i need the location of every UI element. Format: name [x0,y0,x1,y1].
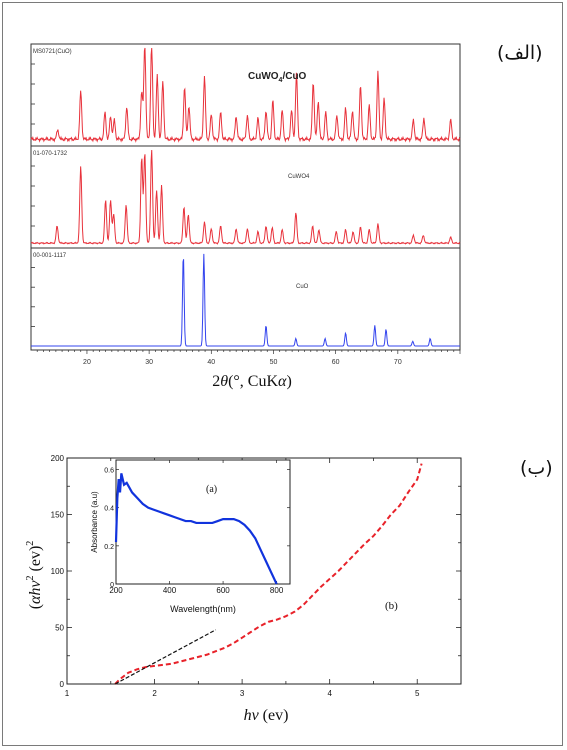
inset-x-tick-label: 600 [216,586,230,595]
tauc-x-tick-label: 1 [65,689,70,698]
absorbance-inset: 200 400 600 800 0 0.2 0.4 0.6 (a) Wavelength(nm… [90,459,291,614]
inset-absorbance-curve [114,473,278,585]
tauc-y-axis-title: (αhν2 (ev)2 [25,541,44,610]
xrd-annotation-1: CuWO4/CuO [248,71,307,84]
tauc-tangent-line [114,629,217,685]
xrd-x-tick-label: 20 [83,359,91,366]
xrd-x-tick-label: 40 [207,359,215,366]
inset-x-axis-title: Wavelength(nm) [170,604,236,614]
tauc-x-axis-title: hν (ev) [244,707,289,724]
xrd-x-tick-label: 70 [394,359,402,366]
xrd-chart: MS0721(CuO) CuWO4/CuO 01-070-1732 CuWO4 00-0… [30,43,461,390]
tauc-curve [114,463,423,685]
tauc-y-tick-label: 100 [51,567,65,576]
xrd-pattern-1: MS0721(CuO) CuWO4/CuO [30,47,461,143]
xrd-plot-area [30,43,461,351]
xrd-pattern-line-1 [30,47,461,143]
inset-x-tick-label: 200 [109,586,123,595]
inset-y-tick-label: 0.2 [104,544,114,551]
tauc-x-tick-label: 2 [152,689,157,698]
xrd-pattern-label-3: 00-001-1117 [33,253,67,259]
tauc-x-tick-label: 4 [327,689,332,698]
inset-y-tick-label: 0.4 [104,506,114,513]
inset-x-tick-label: 400 [163,586,177,595]
xrd-x-tick-label: 50 [270,359,278,366]
tauc-x-tick-label: 5 [415,689,420,698]
tauc-y-tick-label: 0 [60,680,65,689]
xrd-pattern-line-2 [30,149,461,245]
xrd-x-axis: 20 30 40 50 60 70 [36,350,461,366]
inset-y-tick-label: 0 [110,582,114,589]
xrd-pattern-label-2: 01-070-1732 [33,151,68,157]
xrd-x-tick-label: 30 [145,359,153,366]
inset-x-tick-label: 800 [270,586,284,595]
tauc-annotation-b: (b) [385,600,398,612]
tauc-y-tick-label: 150 [51,511,65,520]
xrd-pattern-line-3 [31,253,460,347]
tauc-y-tick-label: 200 [51,454,65,463]
panel-label-a: (الف) [497,42,543,64]
tauc-x-tick-label: 3 [240,689,245,698]
xrd-pattern-3: 00-001-1117 CuO [31,253,460,347]
xrd-pattern-2: 01-070-1732 CuWO4 [30,149,461,245]
inset-annotation-a: (a) [206,484,217,495]
inset-y-axis-title: Absorbance (a.u) [90,491,99,553]
xrd-annotation-3: CuO [296,284,309,290]
xrd-x-tick-label: 60 [332,359,340,366]
tauc-y-tick-label: 50 [55,624,64,633]
inset-y-tick-label: 0.6 [104,468,114,475]
panel-label-b: (ب) [520,457,553,479]
xrd-annotation-2: CuWO4 [288,174,310,180]
xrd-x-axis-title: 2θ(°, CuKα) [212,373,292,390]
xrd-pattern-label-1: MS0721(CuO) [33,49,72,55]
